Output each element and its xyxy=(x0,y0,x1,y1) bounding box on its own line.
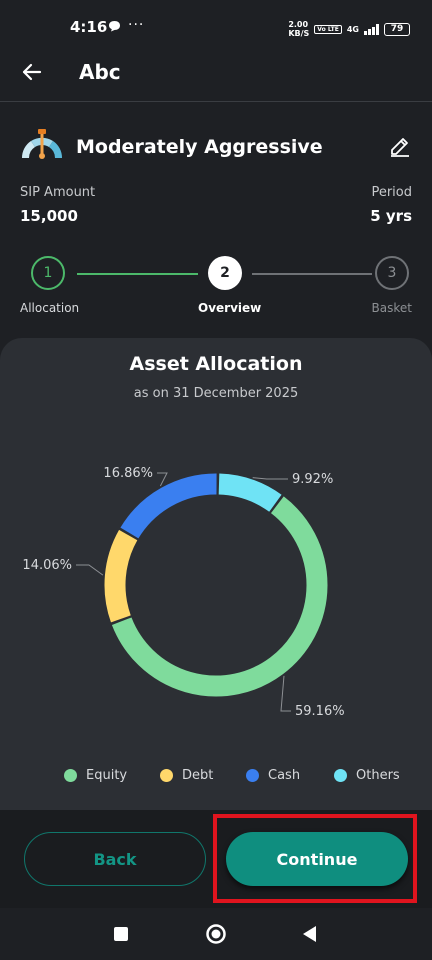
continue-button[interactable]: Continue xyxy=(226,832,408,886)
donut-slice-others xyxy=(218,473,282,512)
leader-line-debt xyxy=(76,564,104,576)
risk-gauge-icon xyxy=(20,126,64,162)
leader-line-equity xyxy=(280,675,291,712)
network-type: 4G xyxy=(346,24,359,34)
legend-label-cash: Cash xyxy=(268,768,301,783)
bottom-action-bar: Back Continue xyxy=(0,810,432,908)
chat-bubble-icon xyxy=(108,20,121,35)
legend-item-debt: Debt xyxy=(160,768,213,783)
step-2-circle[interactable]: 2 xyxy=(208,256,242,290)
data-label-cash: 16.86% xyxy=(103,466,153,481)
network-speed: 2.00 KB/S xyxy=(288,20,309,38)
progress-stepper: 1 2 3 Allocation Overview Basket xyxy=(0,254,432,324)
legend-item-others: Others xyxy=(334,768,400,783)
card-title: Asset Allocation xyxy=(129,353,303,375)
triangle-back-icon[interactable] xyxy=(298,922,322,946)
data-label-others: 9.92% xyxy=(292,472,333,487)
donut-slice-equity xyxy=(111,496,328,697)
period-value: 5 yrs xyxy=(370,207,412,225)
signal-icon xyxy=(364,23,379,35)
arrow-left-icon[interactable] xyxy=(20,60,44,84)
data-label-debt: 14.06% xyxy=(22,558,72,573)
stepper-line-completed xyxy=(77,273,198,275)
battery-indicator: 79 xyxy=(384,22,410,36)
speed-value: 2.00 xyxy=(288,20,309,29)
legend-swatch-cash xyxy=(246,769,259,782)
asset-allocation-card: Asset Allocation as on 31 December 2025 … xyxy=(0,338,432,810)
legend-label-debt: Debt xyxy=(182,768,214,783)
highlight-box xyxy=(213,814,417,903)
leader-line-cash xyxy=(157,472,168,487)
step-1-label: Allocation xyxy=(20,301,80,315)
data-label-equity: 59.16% xyxy=(295,704,345,719)
step-3-circle: 3 xyxy=(375,256,409,290)
step-2-label: Overview xyxy=(198,301,262,315)
sip-amount-value: 15,000 xyxy=(20,207,78,225)
card-subtitle: as on 31 December 2025 xyxy=(133,386,299,401)
status-indicators: 2.00 KB/S Vo LTE 4G 79 xyxy=(288,20,410,38)
legend-label-others: Others xyxy=(356,768,400,783)
circle-home-icon[interactable] xyxy=(204,922,228,946)
step-3-label: Basket xyxy=(371,301,412,315)
square-icon[interactable] xyxy=(109,922,133,946)
allocation-donut-chart: 59.16% 14.06% 16.86% 9.92% xyxy=(22,466,345,719)
stepper-line-pending xyxy=(252,273,372,275)
back-button[interactable]: Back xyxy=(24,832,206,886)
legend-swatch-others xyxy=(334,769,347,782)
chart-legend: Equity Debt Cash Others xyxy=(0,768,432,788)
legend-swatch-debt xyxy=(160,769,173,782)
legend-item-equity: Equity xyxy=(64,768,127,783)
donut-slice-debt xyxy=(104,529,138,623)
more-notifications-dots: ··· xyxy=(128,17,145,33)
page-title: Abc xyxy=(79,60,121,84)
legend-item-cash: Cash xyxy=(246,768,300,783)
volte-badge: Vo LTE xyxy=(314,24,342,34)
system-nav-bar xyxy=(0,908,432,960)
donut-slice-cash xyxy=(120,473,217,539)
pencil-icon[interactable] xyxy=(388,134,412,158)
app-bar: Abc xyxy=(0,44,432,102)
sip-amount-label: SIP Amount xyxy=(20,185,96,200)
leader-line-others xyxy=(252,477,288,480)
speed-unit: KB/S xyxy=(288,29,310,38)
legend-swatch-equity xyxy=(64,769,77,782)
risk-profile-name: Moderately Aggressive xyxy=(76,136,323,158)
portfolio-summary: Moderately Aggressive SIP Amount 15,000 … xyxy=(0,102,432,328)
step-1-circle[interactable]: 1 xyxy=(31,256,65,290)
period-label: Period xyxy=(371,185,412,200)
legend-label-equity: Equity xyxy=(86,768,128,783)
status-bar: 4:16 ··· 2.00 KB/S Vo LTE 4G 79 xyxy=(0,0,432,44)
status-time: 4:16 xyxy=(70,18,108,36)
